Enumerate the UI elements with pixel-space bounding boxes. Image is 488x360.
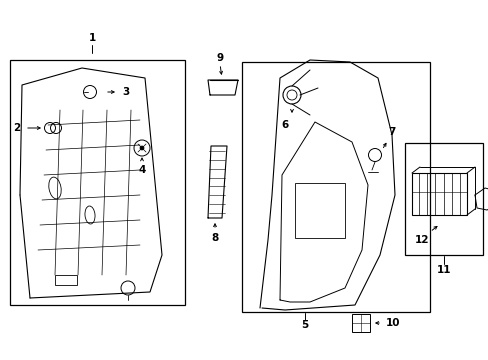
Text: 10: 10 xyxy=(385,318,400,328)
Text: 4: 4 xyxy=(138,165,145,175)
Circle shape xyxy=(140,146,143,150)
Text: 5: 5 xyxy=(301,320,308,330)
Text: 3: 3 xyxy=(122,87,129,97)
Bar xyxy=(294,183,345,238)
Text: 7: 7 xyxy=(387,127,395,137)
Bar xyxy=(404,143,482,255)
Text: 9: 9 xyxy=(216,53,223,63)
Text: 11: 11 xyxy=(436,265,450,275)
Text: 6: 6 xyxy=(281,120,288,130)
Bar xyxy=(351,314,369,332)
Bar xyxy=(411,173,466,215)
Bar xyxy=(242,62,429,312)
Bar xyxy=(10,60,184,305)
Text: 2: 2 xyxy=(13,123,20,133)
Text: 1: 1 xyxy=(88,33,96,43)
Text: 8: 8 xyxy=(211,233,218,243)
Text: 12: 12 xyxy=(414,235,428,245)
Bar xyxy=(55,275,77,285)
